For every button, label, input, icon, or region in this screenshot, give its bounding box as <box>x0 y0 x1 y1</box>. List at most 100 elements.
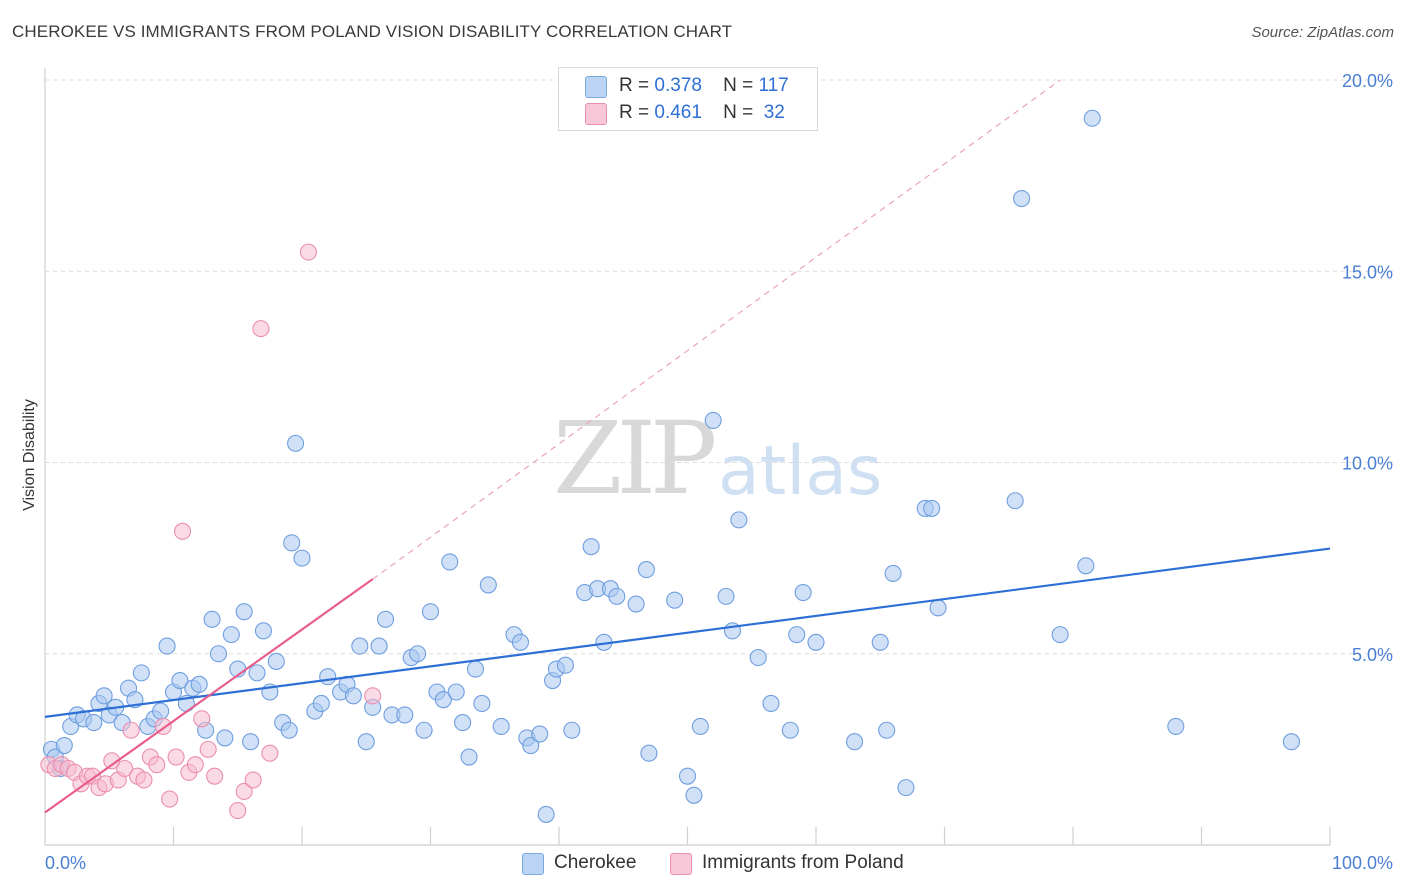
tick-labels: 5.0% 10.0% 15.0% 20.0% 0.0% 100.0% <box>45 71 1393 873</box>
point-cherokee-92 <box>704 411 722 429</box>
point-cherokee-111 <box>1013 190 1031 208</box>
point-poland-12 <box>116 759 134 778</box>
point-cherokee-52 <box>376 610 395 628</box>
trend-line-cherokee <box>44 547 1331 718</box>
point-cherokee-39 <box>283 534 301 552</box>
watermark-atlas: atlas <box>718 432 883 511</box>
point-cherokee-96 <box>749 649 767 667</box>
point-cherokee-64 <box>460 748 478 766</box>
point-poland-29 <box>244 771 262 789</box>
watermark-zip: ZIP <box>553 400 717 517</box>
point-cherokee-72 <box>522 736 540 755</box>
point-cherokee-3 <box>55 736 73 755</box>
point-cherokee-97 <box>762 694 780 713</box>
point-cherokee-58 <box>421 603 440 621</box>
gridlines <box>45 79 1395 655</box>
point-cherokee-15 <box>132 664 150 682</box>
point-cherokee-99 <box>788 626 806 644</box>
point-cherokee-41 <box>293 549 311 567</box>
point-poland-20 <box>167 748 185 766</box>
point-cherokee-65 <box>466 660 485 678</box>
point-cherokee-36 <box>267 652 285 670</box>
point-cherokee-108 <box>923 499 941 517</box>
y-tick-label-15: 15.0% <box>1342 262 1393 282</box>
point-poland-31 <box>261 744 279 762</box>
point-cherokee-47 <box>344 687 362 705</box>
legend-swatch-poland <box>585 103 607 125</box>
point-cherokee-73 <box>531 725 549 743</box>
x-tick-label-100: 100.0% <box>1332 853 1393 873</box>
point-poland-13 <box>122 721 140 739</box>
point-cherokee-28 <box>216 729 234 747</box>
bottom-legend-swatch-poland <box>670 853 692 875</box>
point-poland-27 <box>229 802 247 820</box>
data-points <box>40 109 1300 823</box>
point-cherokee-93 <box>717 587 735 605</box>
point-cherokee-62 <box>447 683 465 701</box>
point-poland-23 <box>186 756 204 774</box>
point-cherokee-38 <box>280 721 298 739</box>
point-cherokee-18 <box>152 702 170 720</box>
point-cherokee-74 <box>537 805 555 823</box>
point-cherokee-109 <box>929 599 947 617</box>
point-cherokee-34 <box>254 622 273 640</box>
point-poland-24 <box>193 710 211 728</box>
point-cherokee-105 <box>884 564 902 582</box>
point-poland-33 <box>364 687 382 705</box>
point-cherokee-91 <box>691 717 709 735</box>
legend-text-poland: R = 0.461 N = 32 <box>619 102 785 123</box>
point-cherokee-106 <box>897 779 915 797</box>
trend-line-poland <box>44 578 374 814</box>
point-poland-26 <box>206 767 224 785</box>
point-cherokee-19 <box>158 637 176 655</box>
point-cherokee-44 <box>319 668 337 686</box>
point-cherokee-49 <box>357 733 375 751</box>
x-tick-label-0: 0.0% <box>45 853 86 873</box>
point-cherokee-86 <box>640 744 658 762</box>
point-cherokee-85 <box>627 595 645 613</box>
point-cherokee-95 <box>730 511 748 529</box>
point-cherokee-32 <box>242 733 260 751</box>
point-cherokee-70 <box>511 633 530 651</box>
point-poland-19 <box>161 790 179 808</box>
trend-lines <box>44 79 1331 814</box>
point-cherokee-116 <box>1282 733 1300 751</box>
point-cherokee-100 <box>794 583 812 602</box>
point-cherokee-24 <box>190 675 208 693</box>
point-cherokee-60 <box>434 691 452 709</box>
bottom-legend-label-poland: Immigrants from Poland <box>702 852 904 873</box>
point-cherokee-84 <box>608 587 626 605</box>
point-cherokee-29 <box>222 626 240 644</box>
point-cherokee-43 <box>312 694 330 713</box>
point-cherokee-80 <box>582 538 600 556</box>
point-cherokee-68 <box>492 717 510 735</box>
point-cherokee-56 <box>409 645 427 663</box>
point-cherokee-27 <box>209 645 228 663</box>
point-cherokee-33 <box>248 664 266 682</box>
point-cherokee-7 <box>85 714 103 732</box>
point-cherokee-104 <box>878 721 896 739</box>
y-tick-label-20: 20.0% <box>1342 71 1393 91</box>
point-cherokee-102 <box>845 733 864 751</box>
point-cherokee-87 <box>637 561 655 579</box>
point-poland-30 <box>252 320 270 338</box>
legend-swatch-cherokee <box>585 76 607 98</box>
point-cherokee-98 <box>781 721 799 739</box>
point-poland-17 <box>148 756 166 774</box>
point-cherokee-26 <box>203 610 221 628</box>
point-poland-15 <box>135 771 153 789</box>
point-cherokee-40 <box>287 434 305 452</box>
point-poland-25 <box>199 740 217 758</box>
point-cherokee-88 <box>666 591 684 609</box>
point-cherokee-115 <box>1167 717 1185 735</box>
source-label: Source: ZipAtlas.com <box>1251 24 1394 41</box>
axes <box>44 68 1331 846</box>
trend-extension-poland <box>372 79 1061 580</box>
point-cherokee-48 <box>351 637 369 655</box>
point-cherokee-78 <box>563 721 581 739</box>
legend-box: R = 0.378 N = 117 R = 0.461 N = 32 <box>558 67 818 131</box>
point-poland-32 <box>299 243 317 261</box>
point-cherokee-54 <box>396 706 414 724</box>
point-cherokee-90 <box>685 786 703 804</box>
